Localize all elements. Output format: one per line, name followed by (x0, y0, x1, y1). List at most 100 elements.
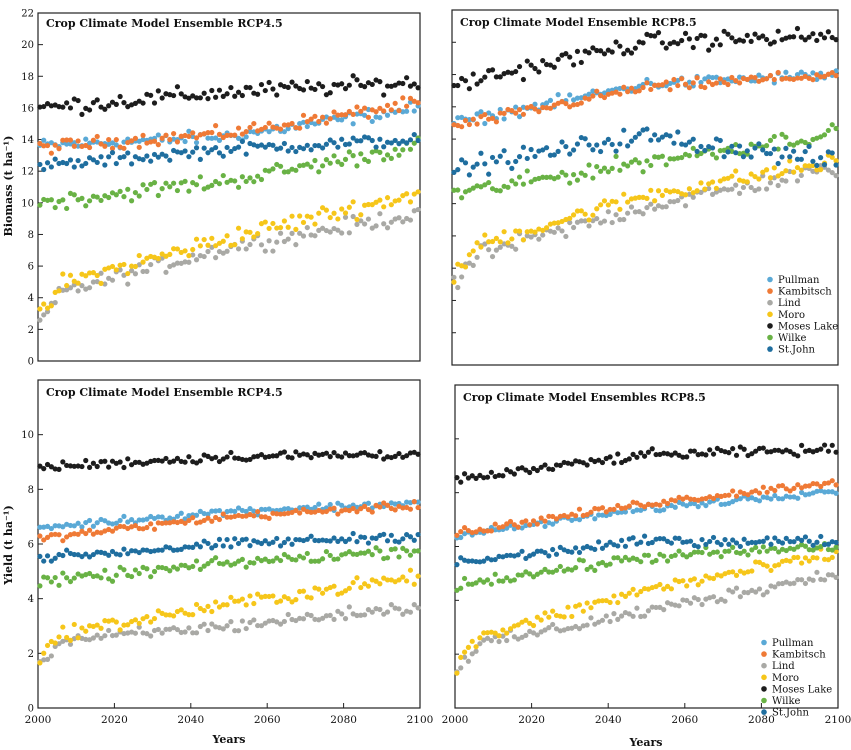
point-wilke (641, 552, 648, 558)
point-wilke (570, 172, 577, 178)
point-pullman (501, 116, 507, 122)
point-lind (266, 618, 272, 624)
point-st-john (190, 149, 196, 155)
point-pullman (37, 524, 43, 530)
scatter-points (37, 25, 839, 676)
point-kambitsch (783, 486, 789, 492)
point-moro (749, 568, 755, 574)
panel-1-frame (37, 12, 421, 362)
point-kambitsch (756, 490, 763, 496)
point-wilke (163, 565, 169, 572)
point-kambitsch (523, 518, 529, 524)
point-kambitsch (821, 480, 828, 486)
point-moses-lake (563, 51, 569, 57)
point-moro (588, 605, 594, 611)
point-kambitsch (300, 506, 307, 512)
point-moro (702, 186, 708, 192)
point-st-john (473, 558, 479, 565)
point-kambitsch (109, 528, 116, 534)
point-st-john (373, 144, 379, 150)
point-kambitsch (748, 74, 754, 80)
point-lind (466, 260, 472, 266)
point-kambitsch (775, 69, 781, 76)
point-lind (833, 173, 839, 179)
point-wilke (594, 164, 600, 170)
point-moro (496, 633, 502, 639)
point-lind (75, 288, 81, 294)
point-moro (752, 173, 758, 180)
point-moses-lake (354, 77, 360, 83)
point-moro (833, 158, 839, 164)
point-kambitsch (833, 73, 839, 79)
point-moses-lake (48, 464, 54, 470)
point-moro (482, 232, 488, 238)
point-moses-lake (787, 448, 793, 455)
point-moro (178, 607, 184, 613)
point-moro (477, 635, 483, 641)
point-wilke (497, 188, 503, 194)
point-lind (825, 167, 831, 173)
point-moro (125, 622, 131, 628)
legend-label-moses-lake: Moses Lake (772, 684, 832, 695)
point-moro (474, 240, 480, 246)
point-st-john (48, 558, 54, 564)
point-st-john (675, 129, 681, 135)
point-wilke (128, 198, 135, 204)
point-lind (607, 618, 613, 625)
point-wilke (663, 162, 669, 168)
point-st-john (224, 144, 230, 151)
point-moro (520, 237, 527, 243)
point-lind (767, 180, 774, 186)
point-wilke (617, 167, 623, 173)
point-moses-lake (484, 474, 491, 480)
point-moses-lake (459, 75, 465, 82)
point-wilke (601, 165, 608, 171)
point-st-john (814, 162, 820, 169)
point-moro (220, 238, 226, 244)
point-wilke (316, 558, 322, 564)
point-lind (795, 576, 801, 583)
point-moses-lake (316, 81, 322, 87)
point-st-john (592, 546, 598, 552)
legend-label-st-john: St.John (778, 345, 816, 356)
point-kambitsch (547, 105, 554, 111)
legend-marker-st-john (761, 709, 767, 715)
point-st-john (496, 553, 502, 559)
point-lind (109, 277, 116, 283)
point-wilke (667, 156, 673, 162)
point-kambitsch (41, 143, 47, 149)
point-kambitsch (515, 524, 521, 530)
point-kambitsch (829, 69, 835, 76)
point-lind (281, 238, 287, 245)
point-wilke (220, 172, 226, 179)
point-kambitsch (710, 495, 717, 502)
point-kambitsch (559, 99, 565, 105)
point-moses-lake (239, 92, 245, 99)
point-st-john (582, 136, 588, 142)
point-wilke (155, 564, 161, 570)
point-pullman (83, 519, 89, 526)
point-moses-lake (586, 50, 592, 56)
point-moro (622, 593, 629, 599)
point-moro (113, 619, 119, 625)
point-st-john (316, 143, 322, 149)
point-moro (358, 584, 364, 591)
point-st-john (350, 135, 356, 141)
point-moro (121, 622, 127, 628)
point-wilke (695, 549, 701, 555)
point-moro (802, 163, 808, 169)
point-moses-lake (726, 450, 732, 456)
point-st-john (771, 146, 777, 152)
point-wilke (266, 558, 272, 565)
point-moro (67, 637, 74, 643)
point-wilke (459, 195, 465, 201)
point-wilke (605, 169, 611, 175)
point-moses-lake (213, 454, 219, 460)
point-moses-lake (551, 64, 557, 70)
point-moro (706, 181, 712, 187)
point-moro (725, 175, 731, 181)
point-kambitsch (342, 112, 349, 118)
point-moro (638, 588, 644, 595)
y-tick-label: 10 (21, 198, 34, 209)
point-kambitsch (657, 502, 663, 508)
